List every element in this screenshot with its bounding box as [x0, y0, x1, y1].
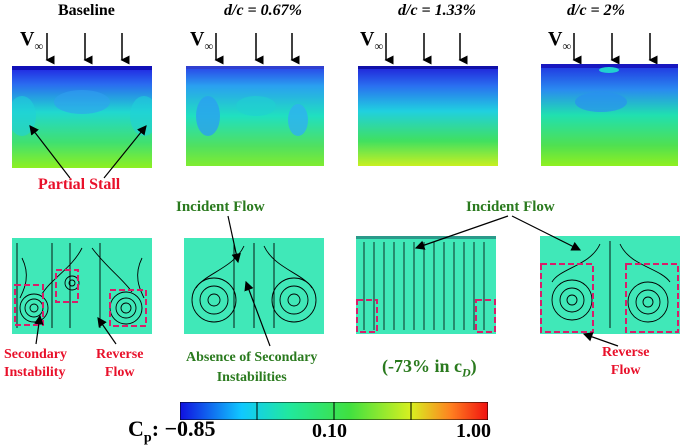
freestream-label: V∞	[190, 28, 214, 53]
partial-stall-label: Partial Stall	[38, 176, 121, 193]
freestream-group-4: V∞	[548, 28, 571, 54]
streamlines-dc-067	[184, 238, 324, 334]
colorbar-tick-max: 1.00	[456, 420, 491, 442]
title-dc-133: d/c = 1.33%	[398, 2, 476, 19]
reverse-flow-label-left: Reverse Flow	[96, 347, 144, 380]
incident-flow-label-right: Incident Flow	[466, 199, 555, 215]
freestream-label: V∞	[20, 28, 44, 53]
freestream-label: V∞	[548, 28, 572, 53]
contour-baseline	[12, 66, 152, 168]
absence-secondary-label: Absence of Secondary Instabilities	[186, 350, 318, 385]
title-dc-067: d/c = 0.67%	[224, 2, 302, 19]
colorbar	[180, 402, 488, 420]
incident-flow-label-left: Incident Flow	[176, 199, 265, 215]
reverse-flow-label-right: Reverse Flow	[602, 345, 650, 378]
title-baseline: Baseline	[58, 2, 115, 19]
freestream-group-2: V∞	[190, 28, 213, 54]
freestream-label: V∞	[360, 28, 384, 53]
contour-dc-2	[541, 64, 678, 166]
secondary-instability-label: Secondary Instability	[4, 347, 67, 380]
freestream-group-3: V∞	[360, 28, 383, 54]
colorbar-label: Cp: −0.85	[128, 416, 216, 446]
contour-dc-133	[358, 66, 498, 166]
contour-dc-067	[186, 66, 324, 166]
freestream-group-1: V∞	[20, 28, 43, 54]
title-dc-2: d/c = 2%	[567, 2, 625, 19]
streamlines-dc-133	[356, 236, 496, 334]
drag-reduction-label: (-73% in cD)	[382, 356, 477, 380]
streamlines-dc-2	[540, 236, 680, 334]
colorbar-tick-mid: 0.10	[312, 420, 347, 442]
